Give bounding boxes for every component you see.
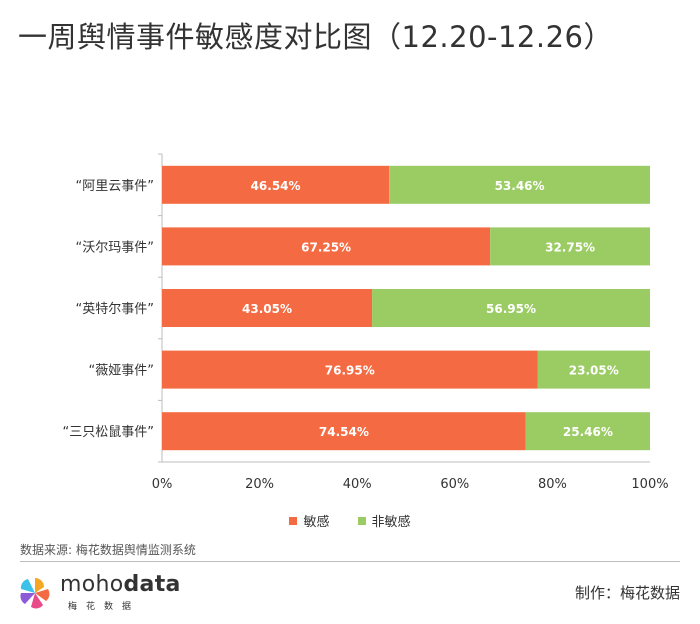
data-source: 数据来源: 梅花数据舆情监测系统: [20, 543, 196, 557]
bar-sensitive: [162, 289, 373, 327]
data-label-sensitive: 76.95%: [325, 364, 375, 378]
credit: 制作：梅花数据: [574, 584, 680, 602]
data-label-nonsensitive: 23.05%: [569, 364, 619, 378]
data-label-nonsensitive: 32.75%: [545, 240, 595, 254]
legend-label-nonsensitive: 非敏感: [371, 515, 411, 530]
chart-title: 一周舆情事件敏感度对比图（12.20-12.26）: [18, 20, 614, 54]
x-tick-label: 40%: [343, 477, 372, 492]
x-tick-label: 80%: [538, 477, 567, 492]
x-tick-label: 0%: [152, 477, 173, 492]
data-label-sensitive: 46.54%: [251, 179, 301, 193]
data-label-nonsensitive: 25.46%: [563, 425, 613, 439]
bar-sensitive: [162, 350, 538, 389]
data-label-sensitive: 67.25%: [301, 240, 351, 254]
legend-item-nonsensitive: 非敏感: [357, 511, 411, 530]
bar-sensitive: [162, 227, 491, 266]
bar-nonsensitive: [372, 289, 650, 327]
divider: [20, 561, 680, 562]
legend-label-sensitive: 敏感: [303, 515, 330, 530]
category-label: “薇娅事件”: [89, 364, 154, 379]
stacked-bar-chart: “阿里云事件” 46.54% 53.46% “沃尔玛事件” 67.25% 32.75% “英…: [63, 153, 669, 492]
legend-swatch-nonsensitive: [357, 516, 366, 525]
category-label: “英特尔事件”: [76, 302, 154, 317]
category-label: “沃尔玛事件”: [76, 240, 154, 255]
bar-nonsensitive: [490, 227, 650, 266]
data-label-nonsensitive: 53.46%: [495, 179, 545, 193]
logo-subtitle: 梅花数据: [68, 602, 141, 612]
x-tick-label: 20%: [245, 477, 274, 492]
bar-sensitive: [162, 165, 390, 204]
bar-sensitive: [162, 412, 526, 451]
category-label: “三只松鼠事件”: [63, 425, 154, 440]
data-label-sensitive: 74.54%: [319, 425, 369, 439]
category-label: “阿里云事件”: [76, 179, 154, 194]
data-label-sensitive: 43.05%: [242, 302, 292, 316]
logo-name: mohodata: [60, 572, 181, 597]
bar-nonsensitive: [525, 412, 650, 451]
legend-item-sensitive: 敏感: [289, 511, 330, 530]
pinwheel-logo-icon: [20, 578, 50, 609]
legend-swatch-sensitive: [289, 516, 298, 525]
legend: 敏感 非敏感: [0, 511, 700, 530]
data-label-nonsensitive: 56.95%: [486, 302, 536, 316]
bar-nonsensitive: [537, 350, 650, 389]
x-tick-label: 60%: [440, 477, 469, 492]
logo: mohodata 梅花数据: [18, 574, 181, 612]
x-tick-label: 100%: [631, 477, 668, 492]
bar-nonsensitive: [389, 165, 650, 204]
